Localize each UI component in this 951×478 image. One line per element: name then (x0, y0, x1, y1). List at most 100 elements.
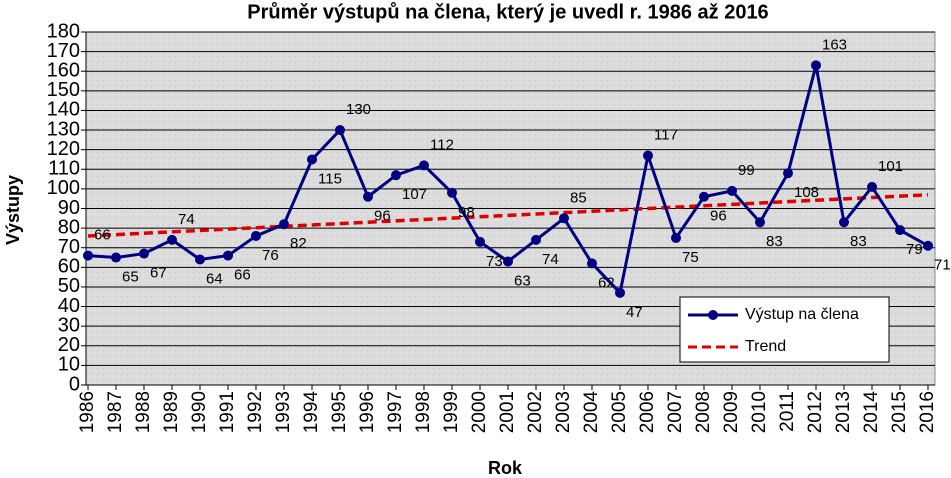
point (615, 287, 625, 298)
x-tick-label: 1990 (189, 391, 210, 433)
point (671, 232, 681, 243)
x-tick-label: 2014 (861, 391, 882, 434)
point (391, 170, 401, 181)
trend-line (87, 193, 929, 238)
y-tick-label: 140 (47, 99, 80, 121)
data-label: 74 (542, 251, 559, 268)
data-label: 101 (878, 158, 903, 175)
data-label: 112 (430, 136, 454, 153)
x-tick-label: 2000 (469, 391, 490, 433)
x-tick-label: 2002 (525, 391, 546, 433)
point (167, 234, 177, 245)
point (419, 160, 429, 171)
x-axis-label: Rok (488, 458, 523, 478)
x-tick-label: 1988 (133, 391, 154, 433)
data-label: 130 (346, 101, 371, 118)
point (139, 248, 149, 259)
y-tick-label: 80 (58, 216, 80, 238)
y-tick-label: 170 (47, 40, 80, 62)
legend (679, 296, 890, 363)
x-tick-label: 2016 (917, 391, 938, 433)
data-label: 82 (290, 235, 307, 252)
point (447, 187, 457, 198)
x-tick-label: 1994 (301, 391, 322, 434)
data-label: 66 (94, 227, 111, 244)
y-tick-label: 30 (58, 314, 80, 336)
point (783, 168, 793, 179)
point (699, 191, 709, 202)
y-tick-label: 40 (58, 295, 80, 317)
data-label: 99 (738, 162, 755, 179)
point (531, 234, 541, 245)
x-tick-label: 2004 (581, 391, 602, 434)
legend-label: Výstup na člena (745, 306, 859, 323)
y-tick-label: 100 (47, 177, 80, 199)
x-tick-label: 2013 (833, 391, 854, 433)
y-axis-label: Výstupy (3, 175, 23, 245)
x-tick-label: 1997 (385, 391, 406, 433)
x-tick-label: 2015 (889, 391, 910, 433)
x-tick-label: 2012 (805, 391, 826, 433)
x-tick-label: 2007 (665, 391, 686, 433)
y-tick-label: 60 (58, 256, 80, 278)
point (727, 185, 737, 196)
x-tick-label: 1992 (245, 391, 266, 433)
x-tick-label: 2006 (637, 391, 658, 433)
data-label: 115 (318, 170, 342, 187)
point (363, 191, 373, 202)
y-tick-label: 110 (48, 158, 80, 180)
x-tick-label: 1995 (329, 391, 350, 433)
point (195, 254, 205, 265)
x-tick-label: 1996 (357, 391, 378, 433)
y-tick-label: 160 (47, 60, 80, 82)
point (335, 125, 345, 136)
point (503, 256, 513, 267)
data-label: 73 (486, 253, 503, 270)
data-label: 63 (514, 272, 531, 289)
data-label: 85 (570, 189, 587, 206)
y-tick-label: 180 (47, 20, 80, 42)
x-tick-label: 2009 (721, 391, 742, 433)
y-tick-label: 150 (47, 79, 80, 101)
data-label: 108 (794, 184, 819, 201)
data-label: 47 (626, 304, 643, 321)
data-label: 163 (822, 36, 847, 53)
data-label: 62 (598, 274, 615, 291)
point (811, 60, 821, 71)
x-tick-label: 2008 (693, 391, 714, 433)
point (895, 225, 905, 236)
x-tick-label: 1993 (273, 391, 294, 433)
data-label: 65 (122, 268, 139, 285)
point (587, 258, 597, 269)
legend-label: Trend (745, 338, 786, 355)
point (839, 217, 849, 228)
point (559, 213, 569, 224)
x-tick-label: 2010 (749, 391, 770, 433)
x-tick-label: 1991 (217, 391, 238, 433)
point (755, 217, 765, 228)
data-label: 96 (710, 208, 727, 225)
data-label: 75 (682, 249, 699, 266)
x-tick-label: 1999 (441, 391, 462, 433)
data-label: 76 (262, 247, 279, 264)
point (867, 181, 877, 192)
data-label: 71 (934, 257, 951, 274)
data-label: 83 (850, 233, 867, 250)
x-tick-label: 2001 (497, 391, 518, 433)
data-label: 66 (234, 267, 251, 284)
data-label: 96 (374, 208, 391, 225)
point (251, 230, 261, 241)
point (307, 154, 317, 165)
x-tick-label: 2011 (777, 391, 798, 432)
data-label: 67 (150, 265, 167, 282)
point (279, 219, 289, 230)
x-tick-label: 2005 (609, 391, 630, 433)
data-label: 79 (906, 241, 923, 258)
y-tick-label: 120 (47, 138, 80, 160)
y-tick-label: 50 (58, 275, 80, 297)
y-tick-label: 90 (58, 197, 80, 219)
data-label: 98 (458, 204, 475, 221)
y-tick-label: 70 (58, 236, 80, 258)
x-tick-label: 1998 (413, 391, 434, 433)
